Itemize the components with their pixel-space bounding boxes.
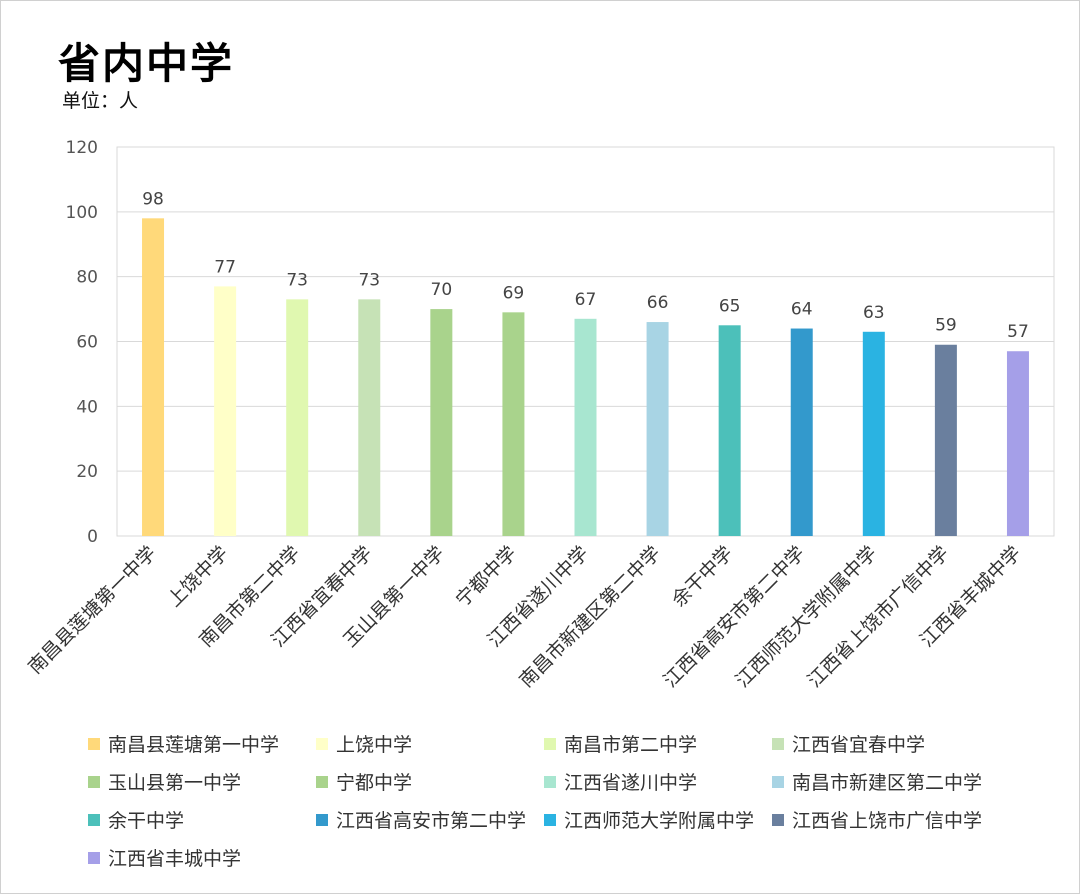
y-tick-label: 80: [76, 268, 98, 288]
legend-label: 玉山县第一中学: [108, 772, 242, 794]
legend-label: 南昌市新建区第二中学: [792, 772, 983, 794]
legend-item: 南昌市新建区第二中学: [772, 768, 982, 795]
x-tick-label: 余干中学: [668, 542, 737, 611]
legend-swatch: [544, 813, 556, 826]
bar: [358, 299, 381, 536]
legend-label: 宁都中学: [336, 772, 413, 794]
chart-title: 省内中学: [58, 39, 235, 88]
legend-swatch: [88, 813, 100, 826]
data-label: 98: [142, 189, 164, 209]
legend-swatch: [544, 775, 556, 788]
data-label: 77: [214, 257, 236, 277]
legend-item: 上饶中学: [316, 730, 412, 757]
legend-label: 余干中学: [108, 810, 185, 832]
x-tick-label: 南昌县莲塘第一中学: [24, 542, 160, 678]
legend-label: 江西省丰城中学: [108, 848, 242, 870]
legend-swatch: [772, 737, 784, 750]
legend-item: 江西省丰城中学: [88, 844, 241, 871]
x-tick-label: 江西省上饶市广信中学: [804, 542, 954, 692]
legend-item: 江西省高安市第二中学: [316, 806, 526, 833]
x-tick-label: 上饶中学: [163, 542, 232, 611]
bar: [286, 299, 309, 536]
legend-label: 南昌县莲塘第一中学: [108, 734, 280, 756]
legend-item: 宁都中学: [316, 768, 412, 795]
unit-label: 单位：人: [62, 90, 139, 112]
legend-label: 南昌市第二中学: [564, 734, 698, 756]
bar: [430, 309, 453, 536]
x-tick-label: 江西省高安市第二中学: [659, 542, 809, 692]
legend-item: 江西省宜春中学: [772, 730, 925, 757]
legend-label: 江西省遂川中学: [564, 772, 698, 794]
legend-item: 江西省上饶市广信中学: [772, 806, 982, 833]
data-label: 66: [647, 293, 669, 313]
legend-swatch: [772, 813, 784, 826]
legend-swatch: [544, 737, 556, 750]
legend-label: 江西省高安市第二中学: [336, 810, 527, 832]
data-label: 73: [286, 270, 308, 290]
y-tick-label: 60: [76, 333, 98, 353]
bar: [1006, 351, 1029, 536]
data-label: 57: [1007, 322, 1029, 342]
legend-item: 南昌县莲塘第一中学: [88, 730, 279, 757]
bar: [502, 312, 525, 536]
data-label: 64: [791, 300, 813, 320]
data-label: 73: [358, 270, 380, 290]
legend-label: 江西省上饶市广信中学: [792, 810, 983, 832]
bar: [214, 286, 237, 536]
x-tick-label: 宁都中学: [452, 542, 521, 611]
legend-label: 上饶中学: [336, 734, 413, 756]
data-label: 63: [863, 303, 885, 323]
data-label: 67: [575, 290, 597, 310]
y-tick-label: 120: [66, 138, 98, 158]
y-tick-label: 0: [87, 527, 98, 547]
bar: [862, 331, 885, 536]
legend-swatch: [316, 813, 328, 826]
bar: [646, 322, 669, 536]
data-label: 65: [719, 296, 741, 316]
legend-label: 江西师范大学附属中学: [564, 810, 755, 832]
legend-swatch: [88, 775, 100, 788]
data-label: 59: [935, 316, 957, 336]
data-label: 69: [503, 283, 525, 303]
legend-swatch: [316, 775, 328, 788]
y-tick-label: 40: [76, 397, 98, 417]
bar: [718, 325, 741, 536]
bar: [934, 344, 957, 536]
bar: [574, 318, 597, 536]
y-tick-label: 100: [66, 203, 98, 223]
bar: [142, 218, 165, 537]
x-tick-label: 南昌市新建区第二中学: [515, 542, 665, 692]
x-tick-label: 江西师范大学附属中学: [731, 542, 881, 692]
legend-item: 南昌市第二中学: [544, 730, 697, 757]
legend-swatch: [88, 737, 100, 750]
legend-item: 江西师范大学附属中学: [544, 806, 754, 833]
data-label: 70: [431, 280, 453, 300]
legend-item: 江西省遂川中学: [544, 768, 697, 795]
legend-label: 江西省宜春中学: [792, 734, 926, 756]
legend-item: 余干中学: [88, 806, 184, 833]
legend-swatch: [88, 851, 100, 864]
legend-swatch: [316, 737, 328, 750]
y-tick-label: 20: [76, 462, 98, 482]
bar: [790, 328, 813, 536]
legend-item: 玉山县第一中学: [88, 768, 241, 795]
legend-swatch: [772, 775, 784, 788]
